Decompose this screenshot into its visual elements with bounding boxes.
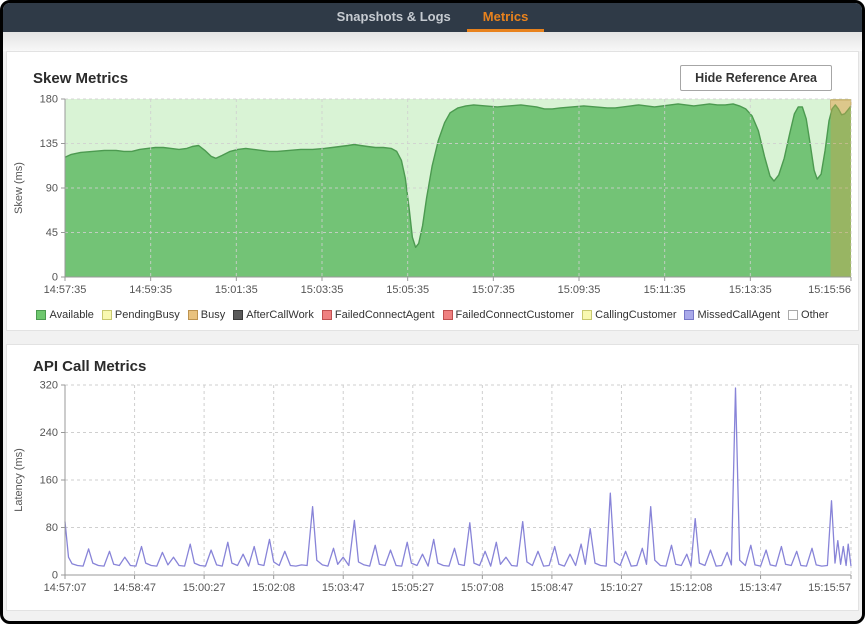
legend-swatch	[101, 310, 112, 320]
legend-item-pendingbusy: PendingBusy	[101, 309, 180, 321]
svg-text:15:11:35: 15:11:35	[644, 284, 686, 296]
header-divider-strip	[3, 32, 862, 51]
svg-text:15:05:35: 15:05:35	[386, 284, 429, 296]
svg-text:15:13:47: 15:13:47	[739, 582, 782, 594]
legend-item-callingcustomer: CallingCustomer	[582, 309, 676, 321]
legend-swatch	[36, 310, 47, 320]
svg-text:15:09:35: 15:09:35	[558, 284, 601, 296]
legend-item-missedcallagent: MissedCallAgent	[684, 309, 780, 321]
legend-item-available: Available	[36, 309, 94, 321]
legend-swatch	[684, 310, 695, 320]
skew-chart-legend: Available PendingBusy Busy AfterCallWork Fai…	[7, 308, 858, 330]
skew-metrics-panel: Skew Metrics Hide Reference Area 0 45 90 13…	[6, 51, 859, 331]
legend-item-other: Other	[788, 309, 829, 321]
legend-item-failedconnectcustomer: FailedConnectCustomer	[442, 309, 575, 321]
svg-text:135: 135	[40, 138, 58, 150]
svg-text:15:05:27: 15:05:27	[391, 582, 434, 594]
svg-text:15:07:08: 15:07:08	[461, 582, 504, 594]
svg-text:320: 320	[40, 380, 58, 392]
legend-label: Busy	[200, 309, 226, 321]
legend-label: Other	[801, 309, 829, 321]
legend-swatch	[321, 310, 332, 320]
svg-text:15:15:57: 15:15:57	[808, 582, 851, 594]
legend-item-busy: Busy	[187, 309, 226, 321]
legend-label: MissedCallAgent	[697, 309, 781, 321]
svg-text:14:58:47: 14:58:47	[113, 582, 156, 594]
svg-text:15:02:08: 15:02:08	[252, 582, 295, 594]
svg-text:240: 240	[40, 427, 58, 439]
legend-swatch	[442, 310, 453, 320]
svg-text:15:07:35: 15:07:35	[472, 284, 515, 296]
legend-label: Available	[49, 309, 94, 321]
skew-panel-header: Skew Metrics Hide Reference Area	[7, 52, 858, 93]
svg-text:15:08:47: 15:08:47	[530, 582, 573, 594]
svg-text:14:59:35: 14:59:35	[129, 284, 172, 296]
legend-swatch	[233, 310, 244, 320]
api-call-metrics-panel: API Call Metrics 0 80 160 240 320 14:57:07 14:…	[6, 344, 859, 611]
svg-text:180: 180	[40, 94, 58, 106]
skew-chart: 0 45 90 135 180 14:57:35 14:59:35 15:01:35 15:03…	[13, 94, 852, 296]
svg-text:90: 90	[46, 183, 58, 195]
svg-text:15:13:35: 15:13:35	[729, 284, 772, 296]
svg-text:15:03:47: 15:03:47	[322, 582, 365, 594]
svg-text:0: 0	[52, 272, 58, 284]
api-chart-area: 0 80 160 240 320 14:57:07 14:58:47 15:00:27 15:0…	[7, 377, 858, 610]
legend-swatch	[187, 310, 198, 320]
svg-text:15:15:56: 15:15:56	[808, 284, 851, 296]
svg-text:15:12:08: 15:12:08	[670, 582, 713, 594]
svg-text:15:10:27: 15:10:27	[600, 582, 643, 594]
svg-text:160: 160	[40, 475, 58, 487]
api-panel-title: API Call Metrics	[33, 358, 147, 375]
svg-text:15:00:27: 15:00:27	[183, 582, 226, 594]
svg-text:45: 45	[46, 227, 58, 239]
api-call-latency-chart: 0 80 160 240 320 14:57:07 14:58:47 15:00:27 15:0…	[13, 380, 852, 594]
tab-snapshots-logs[interactable]: Snapshots & Logs	[336, 8, 451, 24]
legend-item-failedconnectagent: FailedConnectAgent	[321, 309, 435, 321]
legend-item-aftercallwork: AfterCallWork	[233, 309, 314, 321]
skew-chart-area: 0 45 90 135 180 14:57:35 14:59:35 15:01:35 15:03…	[7, 93, 858, 308]
svg-text:15:03:35: 15:03:35	[301, 284, 344, 296]
legend-swatch	[788, 310, 799, 320]
svg-text:14:57:07: 14:57:07	[44, 582, 87, 594]
svg-text:0: 0	[52, 570, 58, 582]
top-tab-bar: Snapshots & Logs Metrics	[3, 3, 862, 32]
legend-swatch	[582, 310, 593, 320]
legend-label: CallingCustomer	[595, 309, 677, 321]
panel-separator	[3, 331, 862, 344]
svg-text:Latency (ms): Latency (ms)	[13, 448, 25, 512]
legend-label: PendingBusy	[114, 309, 180, 321]
svg-text:15:01:35: 15:01:35	[215, 284, 258, 296]
hide-reference-area-button[interactable]: Hide Reference Area	[680, 65, 832, 91]
svg-text:80: 80	[46, 522, 58, 534]
api-panel-header: API Call Metrics	[7, 345, 858, 377]
tab-metrics[interactable]: Metrics	[466, 3, 545, 32]
svg-text:Skew (ms): Skew (ms)	[13, 162, 25, 214]
legend-label: FailedConnectCustomer	[455, 309, 575, 321]
svg-text:14:57:35: 14:57:35	[44, 284, 87, 296]
skew-panel-title: Skew Metrics	[33, 69, 129, 87]
legend-label: AfterCallWork	[246, 309, 314, 321]
legend-label: FailedConnectAgent	[334, 309, 435, 321]
